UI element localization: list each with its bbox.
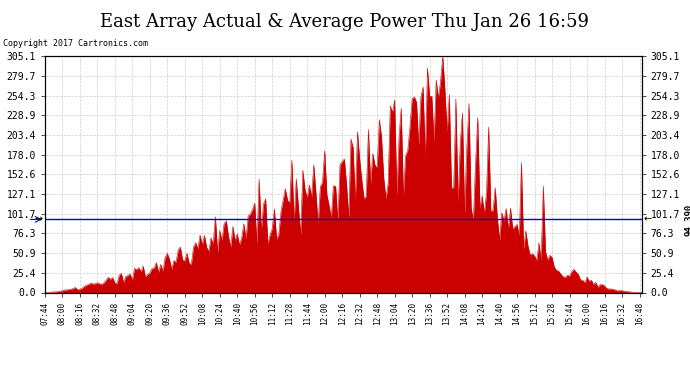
Text: 94.390: 94.390 <box>684 203 690 236</box>
Text: →: → <box>34 214 43 224</box>
Text: East Array Actual & Average Power Thu Jan 26 16:59: East Array Actual & Average Power Thu Ja… <box>101 13 589 31</box>
Text: Copyright 2017 Cartronics.com: Copyright 2017 Cartronics.com <box>3 39 148 48</box>
Text: ←: ← <box>643 214 651 224</box>
Text: 94.390: 94.390 <box>0 203 2 236</box>
